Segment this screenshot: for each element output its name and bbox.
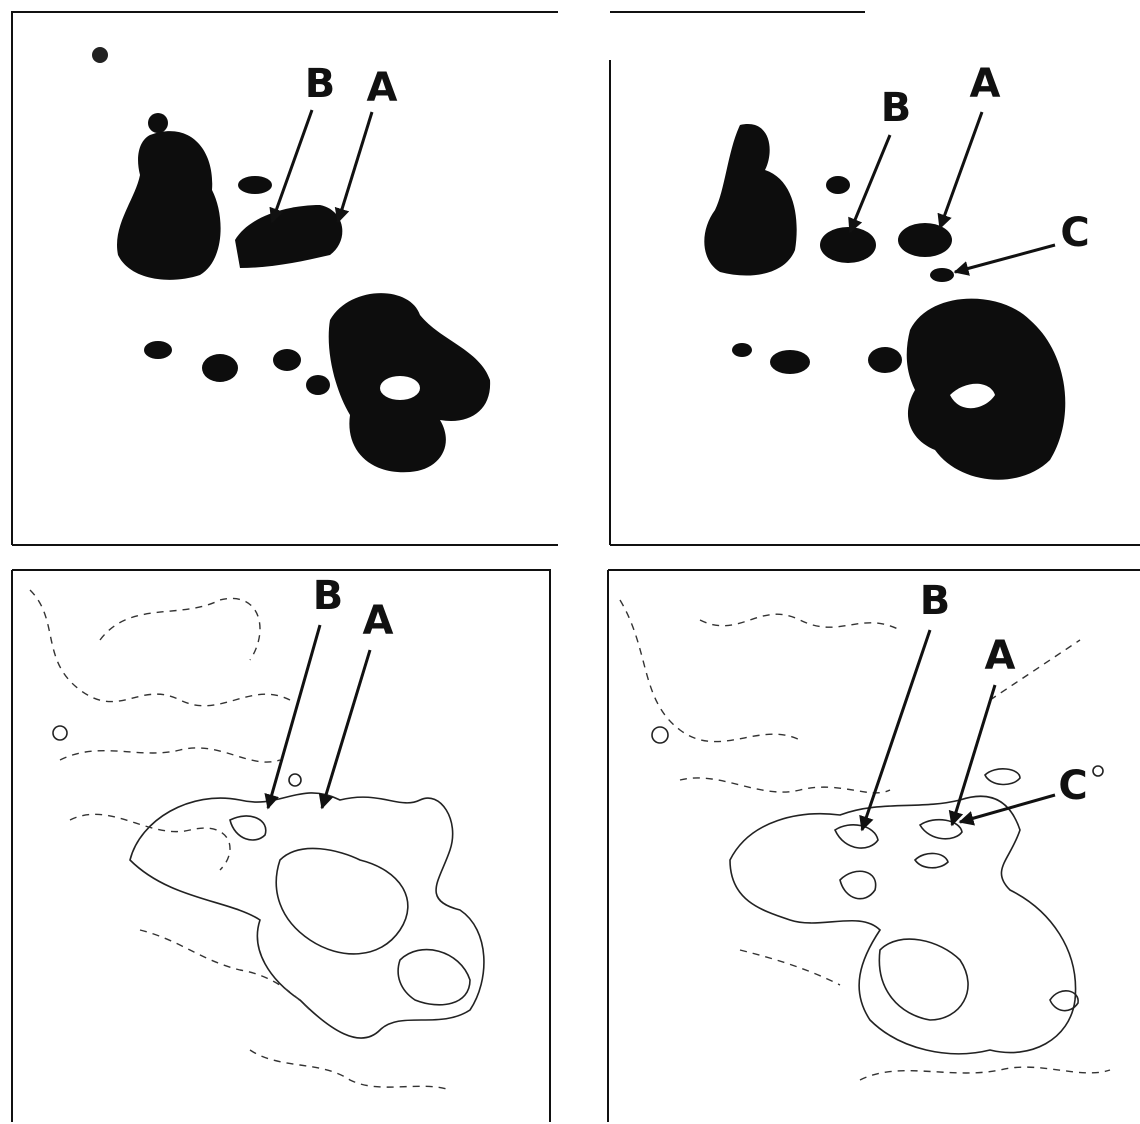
blob	[898, 223, 952, 257]
blob	[306, 375, 330, 395]
panel-bottom-right: B A C	[608, 570, 1140, 1122]
blob	[273, 349, 301, 371]
arrow	[862, 630, 930, 830]
arrow	[955, 245, 1055, 272]
blob	[826, 176, 850, 194]
panel-frame	[610, 12, 1140, 545]
arrow	[322, 650, 370, 808]
contour	[840, 871, 876, 898]
dashed-contour	[680, 778, 890, 793]
blob-gap	[380, 376, 420, 400]
contour	[835, 825, 878, 848]
contour	[1050, 991, 1078, 1011]
contour	[652, 727, 668, 743]
blob	[144, 341, 172, 359]
label: C	[1058, 763, 1087, 809]
dashed-contour	[740, 950, 840, 985]
contour	[276, 848, 408, 953]
dashed-contour	[700, 614, 900, 630]
contour	[879, 939, 968, 1020]
label: A	[367, 65, 398, 111]
dashed-contour	[140, 930, 310, 1010]
blob	[202, 354, 238, 382]
arrow	[850, 135, 890, 232]
contour	[920, 820, 962, 839]
blob	[117, 131, 221, 280]
label: A	[970, 61, 1001, 107]
arrow	[338, 112, 372, 222]
panel-frame	[12, 12, 558, 545]
dashed-contour	[70, 814, 230, 870]
blob	[704, 124, 796, 275]
dashed-contour	[860, 1067, 1110, 1080]
blob	[868, 347, 902, 373]
contour	[985, 769, 1020, 785]
panel-top-left: B A	[12, 12, 558, 545]
dashed-contour	[60, 748, 280, 762]
dashed-contour	[30, 590, 290, 706]
blob	[238, 176, 272, 194]
dashed-contour	[620, 600, 800, 742]
label: A	[985, 633, 1016, 679]
label: B	[920, 578, 951, 624]
figure: B A B A C B	[0, 0, 1140, 1124]
contour	[1093, 766, 1103, 776]
contour	[398, 950, 470, 1005]
contour	[730, 796, 1076, 1054]
label: B	[313, 573, 344, 619]
panel-frame	[12, 570, 550, 1122]
arrow	[960, 795, 1055, 822]
blob	[732, 343, 752, 357]
arrow	[952, 685, 995, 825]
arrow	[272, 110, 312, 222]
contour	[53, 726, 67, 740]
blob	[930, 268, 954, 282]
contour	[130, 793, 484, 1038]
label: B	[881, 85, 912, 131]
blob	[235, 205, 342, 268]
label: C	[1060, 210, 1089, 256]
panel-top-right: B A C	[610, 12, 1140, 545]
arrow	[268, 625, 320, 808]
label: A	[363, 598, 394, 644]
dashed-contour	[250, 1050, 450, 1090]
blob	[770, 350, 810, 374]
contour	[230, 816, 266, 840]
dashed-contour	[100, 598, 260, 660]
label: B	[305, 61, 336, 107]
arrow	[940, 112, 982, 228]
blob	[148, 113, 168, 133]
contour	[915, 853, 948, 867]
contour	[289, 774, 301, 786]
speck	[92, 47, 108, 63]
panel-bottom-left: B A	[12, 570, 550, 1122]
blob	[820, 227, 876, 263]
